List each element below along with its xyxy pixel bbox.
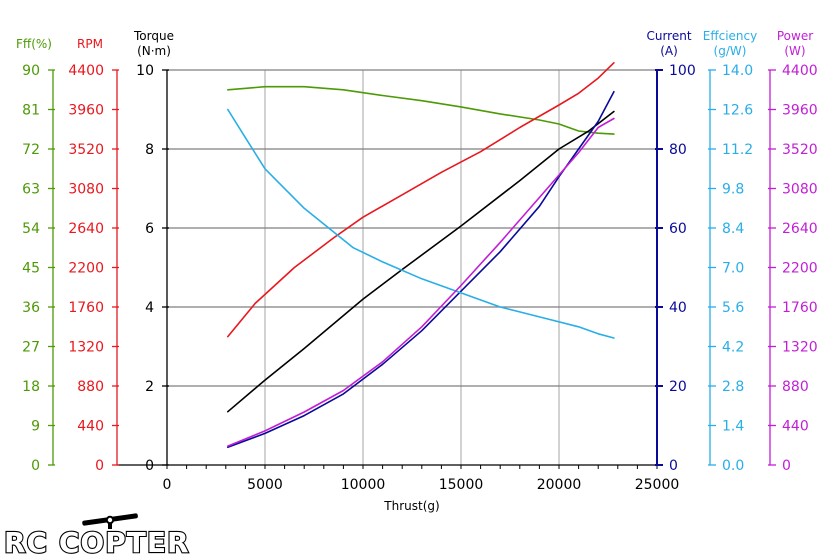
x-axis-title: Thrust(g) bbox=[383, 499, 439, 513]
y-axis-title: Torque bbox=[133, 29, 174, 43]
y-tick-label: 72 bbox=[22, 142, 40, 158]
y-tick-label: 9.8 bbox=[722, 182, 744, 198]
y-tick-label: 2640 bbox=[68, 221, 104, 237]
y-axis-efficiency: 0.0 1.4 2.8 4.2 5.6 7.0 8.4 9.8 11.2 12.6 14.0 Effc… bbox=[703, 29, 757, 474]
y-tick-label: 440 bbox=[782, 419, 809, 435]
series-line-power bbox=[227, 117, 615, 447]
y-tick-label: 2640 bbox=[782, 221, 818, 237]
y-tick-label: 1760 bbox=[782, 300, 818, 316]
y-tick-label: 0 bbox=[782, 458, 791, 474]
y-tick-label: 5.6 bbox=[722, 300, 744, 316]
y-tick-label: 3520 bbox=[68, 142, 104, 158]
y-axis-title: (g/W) bbox=[714, 44, 747, 58]
y-tick-label: 12.6 bbox=[722, 103, 753, 119]
y-tick-label: 6 bbox=[145, 221, 154, 237]
y-axis-current: 0 20 40 60 80 100 Current(A) bbox=[646, 29, 695, 474]
y-tick-label: 27 bbox=[22, 340, 40, 356]
y-tick-label: 7.0 bbox=[722, 261, 744, 277]
y-axis-title: Power bbox=[777, 29, 813, 43]
y-tick-label: 2200 bbox=[782, 261, 818, 277]
logo-text: RC COPTER bbox=[4, 526, 190, 558]
y-tick-label: 54 bbox=[22, 221, 40, 237]
y-axis-title: RPM bbox=[77, 37, 103, 51]
y-tick-label: 3080 bbox=[782, 182, 818, 198]
y-tick-label: 18 bbox=[22, 379, 40, 395]
y-tick-label: 3960 bbox=[782, 103, 818, 119]
x-tick-label: 10000 bbox=[341, 477, 386, 493]
x-tick-label: 5000 bbox=[247, 477, 283, 493]
y-axis-title: Current bbox=[646, 29, 691, 43]
y-tick-label: 3520 bbox=[782, 142, 818, 158]
y-axis-title: (W) bbox=[784, 44, 805, 58]
y-tick-label: 440 bbox=[77, 419, 104, 435]
y-tick-label: 8.4 bbox=[722, 221, 744, 237]
y-tick-label: 60 bbox=[669, 221, 687, 237]
y-tick-label: 4400 bbox=[782, 63, 818, 79]
y-tick-label: 20 bbox=[669, 379, 687, 395]
y-tick-label: 100 bbox=[669, 63, 696, 79]
helicopter-icon bbox=[82, 513, 138, 529]
y-tick-label: 10 bbox=[136, 63, 154, 79]
y-axis-title: Fff(%) bbox=[16, 37, 52, 51]
y-tick-label: 3960 bbox=[68, 103, 104, 119]
y-tick-label: 1760 bbox=[68, 300, 104, 316]
series-line-eff_pct bbox=[227, 85, 615, 135]
y-tick-label: 11.2 bbox=[722, 142, 753, 158]
series-line-torque bbox=[227, 110, 615, 413]
y-axis-power: 0 440 880 1320 1760 2200 2640 3080 3520 3960 4400 P… bbox=[768, 29, 818, 474]
series-line-efficiency bbox=[227, 108, 615, 339]
x-tick-label: 20000 bbox=[537, 477, 582, 493]
y-tick-label: 880 bbox=[77, 379, 104, 395]
x-tick-label: 25000 bbox=[635, 477, 680, 493]
y-tick-label: 1.4 bbox=[722, 419, 744, 435]
y-tick-label: 36 bbox=[22, 300, 40, 316]
y-axis-title: (N·m) bbox=[137, 44, 171, 58]
y-axis-eff_pct: 0 9 18 27 36 45 54 63 72 81 90 Fff(%) bbox=[16, 37, 55, 474]
y-tick-label: 81 bbox=[22, 103, 40, 119]
y-axis-rpm: 0 440 880 1320 1760 2200 2640 3080 3520 3960 4400 R… bbox=[68, 37, 119, 474]
y-tick-label: 14.0 bbox=[722, 63, 753, 79]
y-tick-label: 0.0 bbox=[722, 458, 744, 474]
y-tick-label: 2200 bbox=[68, 261, 104, 277]
rc-copter-logo: RC COPTER bbox=[4, 513, 190, 558]
y-tick-label: 8 bbox=[145, 142, 154, 158]
y-tick-label: 0 bbox=[669, 458, 678, 474]
y-axis-torque: 0 2 4 6 8 10 Torque(N·m) bbox=[133, 29, 174, 474]
y-tick-label: 0 bbox=[145, 458, 154, 474]
y-tick-label: 0 bbox=[31, 458, 40, 474]
y-tick-label: 63 bbox=[22, 182, 40, 198]
y-tick-label: 1320 bbox=[782, 340, 818, 356]
y-tick-label: 880 bbox=[782, 379, 809, 395]
y-tick-label: 4.2 bbox=[722, 340, 744, 356]
y-axis-title: Effciency bbox=[703, 29, 757, 43]
y-tick-label: 40 bbox=[669, 300, 687, 316]
series-line-rpm bbox=[227, 61, 615, 338]
y-tick-label: 80 bbox=[669, 142, 687, 158]
y-tick-label: 0 bbox=[95, 458, 104, 474]
y-tick-label: 3080 bbox=[68, 182, 104, 198]
y-tick-label: 1320 bbox=[68, 340, 104, 356]
x-tick-label: 15000 bbox=[439, 477, 484, 493]
y-tick-label: 90 bbox=[22, 63, 40, 79]
y-tick-label: 4 bbox=[145, 300, 154, 316]
y-tick-label: 45 bbox=[22, 261, 40, 277]
y-tick-label: 9 bbox=[31, 419, 40, 435]
y-tick-label: 2.8 bbox=[722, 379, 744, 395]
x-tick-label: 0 bbox=[163, 477, 172, 493]
y-tick-label: 2 bbox=[145, 379, 154, 395]
y-tick-label: 4400 bbox=[68, 63, 104, 79]
y-axis-title: (A) bbox=[660, 44, 678, 58]
series-line-current bbox=[227, 90, 615, 449]
